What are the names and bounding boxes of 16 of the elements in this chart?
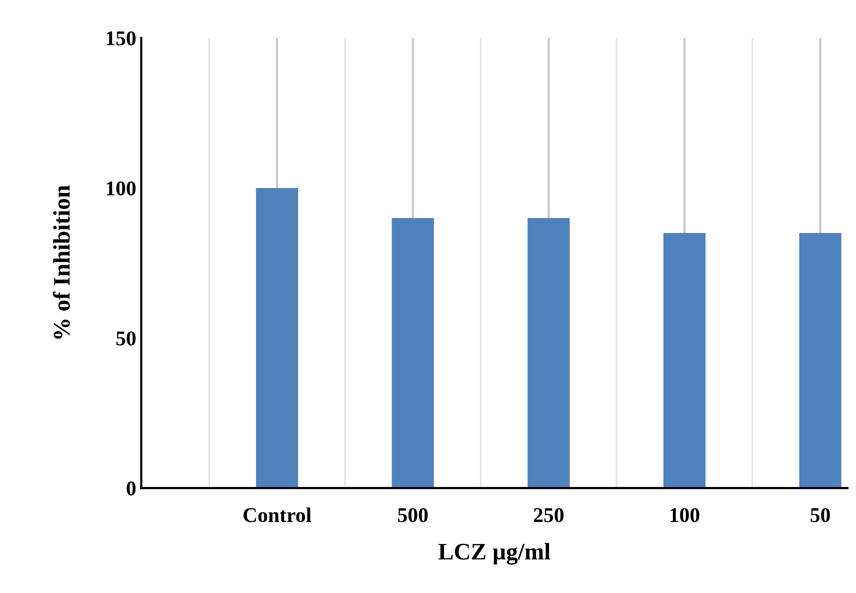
y-tick-label: 0 — [126, 481, 136, 496]
x-axis-title: LCZ µg/ml — [438, 543, 550, 565]
y-axis-title: % of Inhibition — [52, 185, 70, 339]
bar — [663, 232, 706, 488]
y-tick-label: 50 — [116, 331, 136, 346]
x-tick-label: Control — [244, 507, 312, 522]
bar — [528, 218, 570, 488]
y-tick-label: 100 — [106, 181, 136, 196]
x-tick-label: 50 — [810, 508, 830, 522]
bar — [799, 232, 842, 488]
y-tick-label: 150 — [106, 31, 136, 46]
x-tick-label: 100 — [670, 508, 700, 522]
bar — [392, 218, 434, 488]
x-tick-label: 500 — [398, 508, 428, 522]
x-tick-label: 250 — [534, 508, 564, 522]
bar — [256, 188, 298, 488]
